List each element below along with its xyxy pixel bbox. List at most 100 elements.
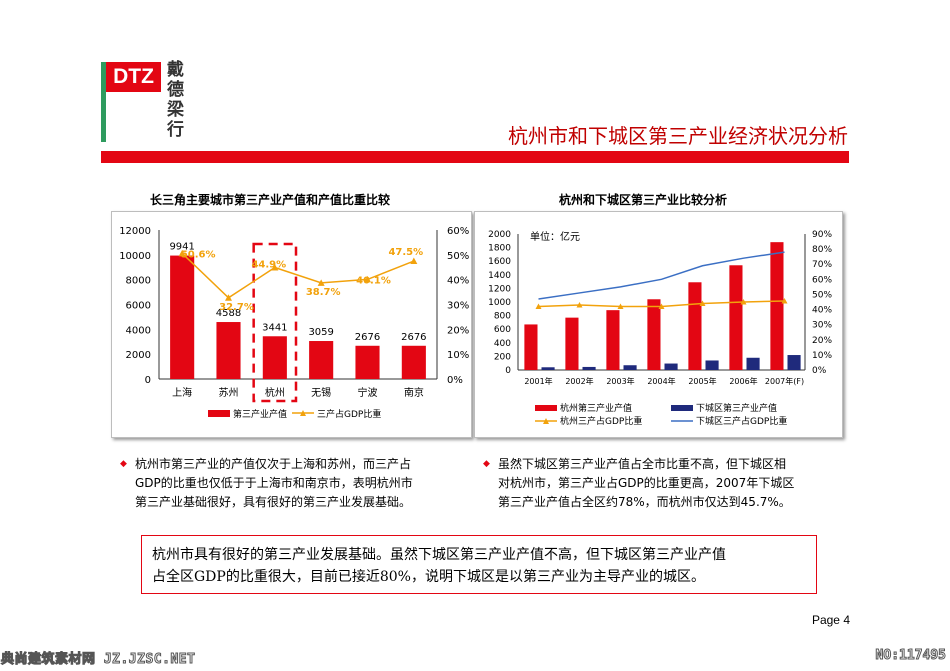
right-chart: 0 200 400 600 800 1000 1200 1400 1600 1800 2000 0% 1…	[488, 230, 832, 427]
bar	[262, 336, 287, 379]
bullet-line: GDP的比重也仅低于于上海市和南京市，表明杭州市	[135, 476, 413, 490]
y2-tick-label: 60%	[447, 226, 469, 237]
line-data-label: 47.5%	[388, 247, 423, 258]
line-point	[225, 294, 232, 301]
y2-tick-label: 80%	[812, 245, 832, 255]
y2-tick-label: 0%	[812, 366, 827, 376]
x-tick-label: 杭州	[265, 386, 285, 399]
right-chart-title: 杭州和下城区第三产业比较分析	[559, 193, 728, 207]
dtz-logo: DTZ 戴 德 梁 行	[101, 60, 184, 142]
y2-tick-label: 0%	[447, 375, 463, 386]
line-point	[271, 263, 279, 271]
bar	[746, 357, 760, 370]
y2-tick-label: 40%	[447, 276, 469, 287]
bar	[664, 363, 678, 370]
bar-data-label: 4588	[216, 308, 241, 319]
legend-label: 下城区三产占GDP比重	[696, 415, 787, 427]
x-tick-label: 无锡	[311, 386, 331, 399]
page-title: 杭州市和下城区第三产业经济状况分析	[508, 124, 848, 148]
line-point	[535, 303, 542, 310]
legend-swatch	[671, 405, 693, 411]
logo-char: 梁	[167, 100, 184, 120]
bar-data-label: 3059	[308, 327, 333, 338]
y2-tick-label: 10%	[447, 350, 469, 361]
x-tick-label: 2007年(F)	[765, 376, 804, 386]
bullet-line: 对杭州市，第三产业占GDP的比重更高，2007年下城区	[498, 476, 795, 490]
y-tick-label: 2000	[126, 350, 151, 361]
y2-tick-label: 60%	[812, 275, 832, 285]
line-data-label: 40.1%	[356, 275, 391, 286]
logo-char: 德	[167, 80, 184, 100]
bar	[565, 317, 579, 370]
line-series	[181, 252, 415, 299]
bar-data-label: 9941	[169, 242, 194, 253]
y2-tick-label: 20%	[447, 325, 469, 336]
logo-stripe	[101, 62, 106, 142]
bar	[688, 282, 702, 370]
x-tick-label: 2003年	[606, 376, 634, 386]
y2-tick-label: 90%	[812, 230, 832, 240]
line-data-label: 32.7%	[219, 302, 254, 313]
page-number: Page 4	[811, 613, 850, 627]
x-tick-label: 2002年	[565, 376, 593, 386]
y-tick-label: 800	[494, 312, 511, 322]
y-tick-label: 6000	[126, 301, 151, 312]
line-point	[317, 279, 325, 286]
logo-char: 戴	[167, 60, 184, 80]
x-tick-label: 2006年	[729, 376, 757, 386]
y-tick-label: 1800	[488, 244, 511, 254]
bar	[355, 345, 380, 379]
y2-tick-label: 50%	[812, 290, 832, 300]
line-data-label: 38.7%	[306, 287, 341, 298]
legend-marker	[543, 418, 549, 424]
footer-watermark: 典尚建筑素材网 JZ.JZSC.NET	[0, 652, 196, 668]
y-tick-label: 1200	[488, 284, 511, 294]
logo-char: 行	[167, 120, 184, 140]
y2-tick-label: 20%	[812, 336, 832, 346]
summary-line: 占全区GDP的比重很大，目前已接近80%，说明下城区是以第三产业为主导产业的城区…	[152, 569, 705, 585]
y2-tick-label: 10%	[812, 351, 832, 361]
bar	[606, 310, 620, 370]
x-tick-label: 2001年	[524, 376, 552, 386]
y2-tick-label: 30%	[812, 321, 832, 331]
legend-swatch	[535, 405, 557, 411]
bullet-diamond-icon: ◆	[483, 459, 490, 469]
line-data-label: 50.6%	[181, 249, 216, 260]
bar-data-label: 3441	[262, 322, 287, 333]
right-chart-panel: 0 200 400 600 800 1000 1200 1400 1600 1800 2000 0% 1…	[474, 211, 843, 438]
legend-swatch	[208, 410, 230, 417]
legend-label: 第三产业产值	[233, 408, 287, 420]
y2-tick-label: 70%	[812, 260, 832, 270]
footer-number: NO:117495	[875, 648, 946, 664]
left-chart: 0 2000 4000 6000 8000 10000 12000 0% 10% 20% 30% 40…	[119, 226, 469, 420]
summary-box: 杭州市具有很好的第三产业发展基础。虽然下城区第三产业产值不高，但下城区第三产业产…	[141, 535, 817, 594]
bar	[647, 299, 661, 370]
logo-chinese: 戴 德 梁 行	[167, 60, 189, 140]
bar-data-label: 2676	[401, 332, 426, 343]
left-chart-panel: 0 2000 4000 6000 8000 10000 12000 0% 10% 20% 30% 40…	[111, 211, 472, 438]
bar	[170, 255, 195, 379]
line-point	[617, 303, 624, 310]
bar	[787, 355, 801, 370]
y2-tick-label: 30%	[447, 301, 469, 312]
line-point	[658, 303, 665, 310]
bar	[541, 367, 555, 370]
line-point	[364, 275, 371, 283]
line-point	[410, 257, 418, 265]
y2-tick-label: 40%	[812, 306, 832, 316]
y-tick-label: 4000	[126, 325, 151, 336]
bullet-line: 第三产业产值占全区约78%，而杭州市仅达到45.7%。	[498, 495, 791, 509]
y-tick-label: 2000	[488, 230, 511, 240]
bar	[401, 345, 426, 379]
bullet-diamond-icon: ◆	[120, 459, 127, 469]
y-tick-label: 0	[145, 375, 151, 386]
y-tick-label: 8000	[126, 276, 151, 287]
legend-label: 下城区第三产业产值	[696, 402, 777, 414]
bar	[582, 366, 596, 370]
x-tick-label: 上海	[172, 386, 192, 399]
y-tick-label: 1600	[488, 257, 511, 267]
header-divider	[101, 151, 849, 163]
x-tick-label: 2004年	[647, 376, 675, 386]
line-point	[576, 302, 583, 308]
line-point	[699, 300, 706, 307]
